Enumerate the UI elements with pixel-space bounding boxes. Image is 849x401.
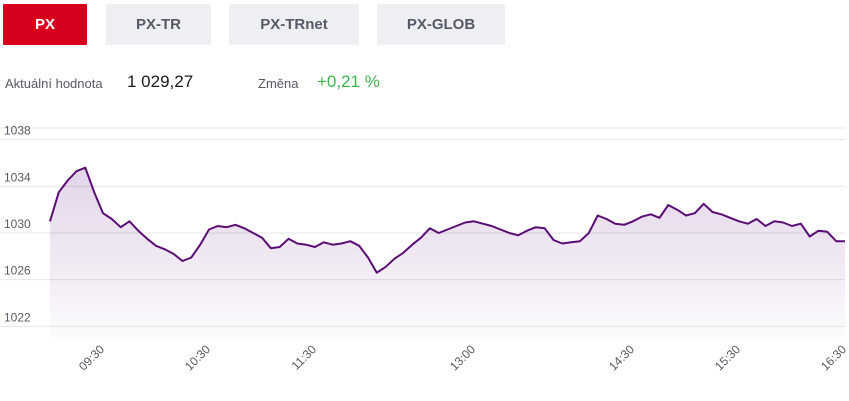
y-tick-label: 1026: [4, 264, 31, 278]
series-line[interactable]: [49, 166, 845, 274]
x-tick-label: 14:30: [606, 342, 637, 373]
x-tick-label: 13:00: [447, 342, 478, 373]
x-tick-label: 10:30: [182, 342, 213, 373]
x-tick-label: 11:30: [289, 342, 320, 373]
y-tick-label: 1034: [4, 170, 31, 184]
y-tick-label: 1022: [4, 310, 31, 324]
index-chart[interactable]: 1022 1026 1030 1034 1038 09:30 10:30 11:30 13:0…: [0, 110, 849, 401]
x-tick-label: 16:30: [818, 342, 849, 373]
change-label: Změna: [258, 76, 299, 91]
tab-px-tr[interactable]: PX-TR: [106, 4, 211, 45]
series-area: [50, 167, 845, 338]
tab-px-trnet[interactable]: PX-TRnet: [229, 4, 359, 45]
x-tick-label: 15:30: [712, 342, 743, 373]
current-value-label: Aktuální hodnota: [5, 76, 103, 91]
y-tick-label: 1030: [4, 217, 31, 231]
tab-px[interactable]: PX: [3, 4, 87, 45]
tab-px-glob[interactable]: PX-GLOB: [377, 4, 505, 45]
y-tick-label: 1038: [4, 124, 31, 138]
current-value: 1 029,27: [127, 72, 194, 91]
change-value: +0,21 %: [317, 72, 380, 91]
x-tick-label: 09:30: [76, 342, 107, 373]
